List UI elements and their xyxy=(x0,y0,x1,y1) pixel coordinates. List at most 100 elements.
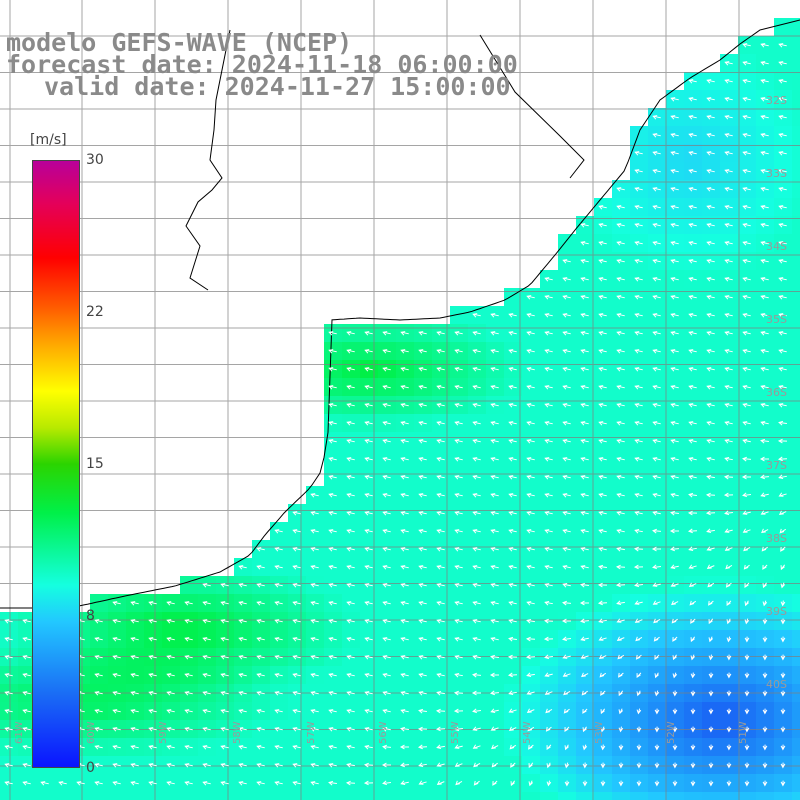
wind-arrow xyxy=(652,169,661,174)
wind-arrow xyxy=(616,457,625,462)
wind-arrow xyxy=(382,583,391,588)
wind-speed-cell xyxy=(324,792,343,800)
wind-arrow xyxy=(580,582,589,588)
wind-arrow xyxy=(562,457,571,462)
wind-arrow xyxy=(292,619,301,624)
wind-arrow xyxy=(580,439,589,444)
wind-arrow xyxy=(598,564,607,570)
wind-arrow xyxy=(400,331,409,336)
wind-arrow xyxy=(598,277,607,282)
wind-arrow xyxy=(22,655,31,660)
wind-speed-cell xyxy=(792,306,800,325)
wind-speed-cell xyxy=(792,576,800,595)
wind-arrow xyxy=(618,690,624,697)
wind-arrow xyxy=(670,475,679,480)
wind-arrow xyxy=(4,781,13,786)
wind-arrow xyxy=(274,529,283,534)
wind-arrow xyxy=(760,385,769,390)
wind-arrow xyxy=(400,583,409,588)
wind-arrow xyxy=(292,601,301,606)
wind-arrow xyxy=(382,457,391,462)
wind-arrow xyxy=(453,690,464,696)
wind-arrow xyxy=(472,744,481,749)
wind-arrow xyxy=(708,780,714,787)
border-line xyxy=(185,29,231,291)
wind-speed-cell xyxy=(792,396,800,415)
wind-arrow xyxy=(436,637,445,642)
wind-speed-cell xyxy=(558,792,577,800)
wind-arrow xyxy=(563,708,570,714)
wind-arrow xyxy=(544,367,553,372)
wind-arrow xyxy=(418,780,427,785)
wind-arrow xyxy=(634,582,643,588)
wind-arrow xyxy=(220,781,229,786)
wind-arrow xyxy=(778,169,787,174)
wind-arrow xyxy=(726,762,732,769)
wind-arrow xyxy=(526,313,535,318)
wind-arrow xyxy=(562,349,571,354)
wind-arrow xyxy=(778,43,787,48)
wind-arrow xyxy=(292,511,301,516)
wind-speed-cell xyxy=(90,594,109,613)
wind-arrow xyxy=(472,655,481,660)
wind-arrow xyxy=(778,313,787,318)
wind-arrow xyxy=(310,745,319,750)
wind-arrow xyxy=(688,151,697,156)
wind-arrow xyxy=(690,708,696,715)
wind-arrow xyxy=(346,385,355,390)
wind-arrow xyxy=(472,313,481,318)
wind-arrow xyxy=(202,709,211,714)
wind-arrow xyxy=(400,367,409,372)
wind-arrow xyxy=(690,726,696,733)
wind-arrow xyxy=(310,727,319,732)
wind-arrow xyxy=(94,655,103,660)
wind-arrow xyxy=(761,546,768,552)
wind-arrow xyxy=(724,421,733,426)
wind-arrow xyxy=(310,781,319,786)
wind-arrow xyxy=(526,618,535,624)
wind-arrow xyxy=(652,133,661,138)
wind-arrow xyxy=(473,762,481,768)
wind-arrow xyxy=(672,672,678,679)
wind-arrow xyxy=(436,421,445,426)
wind-arrow xyxy=(166,673,175,678)
wind-arrow xyxy=(724,133,733,138)
wind-arrow xyxy=(472,583,481,588)
wind-arrow xyxy=(546,780,552,787)
wind-arrow xyxy=(580,367,589,372)
wind-arrow xyxy=(742,313,751,318)
wind-arrow xyxy=(672,762,678,769)
wind-arrow xyxy=(346,349,355,354)
wind-arrow xyxy=(292,637,301,642)
wind-arrow xyxy=(454,619,463,624)
wind-arrow xyxy=(400,780,409,785)
wind-arrow xyxy=(778,295,787,300)
wind-arrow xyxy=(670,259,679,264)
wind-arrow xyxy=(616,636,625,641)
wind-speed-cell xyxy=(126,792,145,800)
wind-arrow xyxy=(616,600,625,606)
wind-arrow xyxy=(346,529,355,534)
wind-speed-cell xyxy=(558,234,577,253)
wind-arrow xyxy=(742,456,751,462)
wind-arrow xyxy=(310,709,319,714)
wind-arrow xyxy=(652,511,661,516)
wind-arrow xyxy=(600,744,606,751)
wind-arrow xyxy=(454,762,463,767)
wind-arrow xyxy=(616,277,625,282)
colorbar-tick-8: 8 xyxy=(86,608,95,624)
wind-arrow xyxy=(256,565,265,570)
lon-label-52w: 52W xyxy=(666,721,677,744)
wind-arrow xyxy=(616,313,625,318)
wind-arrow xyxy=(742,79,751,84)
wind-arrow xyxy=(184,601,193,606)
wind-arrow xyxy=(636,672,642,679)
wind-arrow xyxy=(636,726,642,733)
wind-arrow xyxy=(726,690,732,697)
wind-arrow xyxy=(202,691,211,696)
wind-arrow xyxy=(760,295,769,300)
wind-arrow xyxy=(562,475,571,480)
wind-arrow xyxy=(778,79,787,84)
wind-arrow xyxy=(742,403,751,408)
